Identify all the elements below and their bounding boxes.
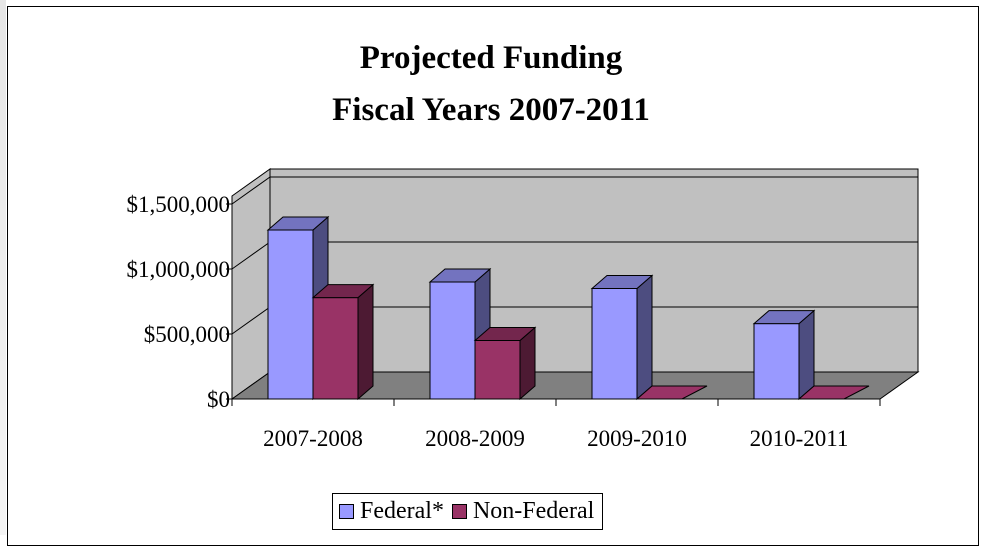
chart-legend: Federal* Non-Federal [332,493,604,530]
bar-non-federal-0 [311,283,375,401]
legend-label-non-federal: Non-Federal [472,498,595,524]
legend-label-federal: Federal* [360,498,444,524]
legend-item-federal: Federal* [339,498,444,525]
x-tick-label: 2009-2010 [587,426,687,451]
y-tick-label: $0 [207,387,230,412]
bar-non-federal-1 [473,326,537,401]
x-tick-label: 2007-2008 [263,426,363,451]
y-tick-label: $500,000 [144,322,230,347]
gridline [231,176,918,205]
y-tick-label: $1,500,000 [127,192,231,217]
bar-non-federal-2 [635,385,708,400]
side-wall [231,168,271,400]
legend-item-non-federal: Non-Federal [451,498,595,525]
chart-plot: $0 $500,000 $1,000,000 $1,500,000 2007-2008 2… [127,168,920,451]
left-edge-strip [0,0,6,535]
bar-non-federal-3 [797,385,870,400]
bar-federal-2 [590,274,654,401]
x-tick-label: 2010-2011 [750,426,849,451]
y-tick-label: $1,000,000 [127,257,231,282]
chart-title: Projected Funding [359,40,623,76]
legend-swatch-federal [339,504,354,519]
x-tick-label: 2008-2009 [425,426,525,451]
bar-federal-3 [752,309,816,401]
chart-subtitle: Fiscal Years 2007-2011 [332,92,650,128]
legend-swatch-non-federal [451,504,467,519]
